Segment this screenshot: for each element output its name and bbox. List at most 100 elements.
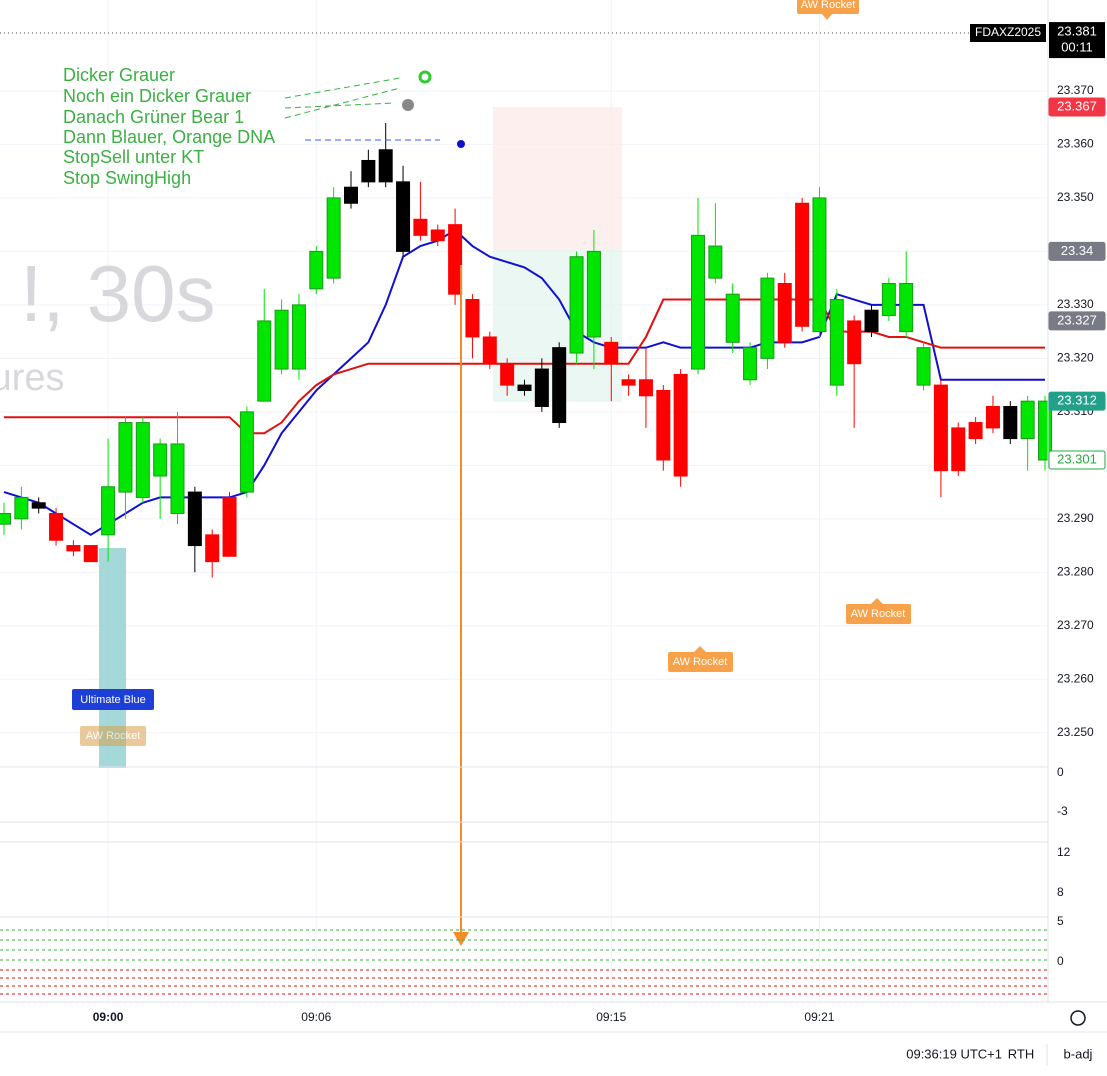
candle-body [933,384,948,472]
annotation: Noch ein Dicker Grauer [63,86,251,106]
candle-body [621,379,636,386]
candle-body [500,363,515,386]
candle-body [968,422,983,440]
y-tick-label: 23.250 [1057,725,1094,739]
clock: 09:36:19 UTC+1 [906,1046,1002,1061]
candle-body [205,534,220,563]
plot [0,123,1052,578]
level-lines [0,929,1048,961]
candle-body [326,197,341,279]
pane-tick-label: 0 [1057,954,1064,968]
y-tick-label: 23.270 [1057,618,1094,632]
candle-body [881,282,896,317]
settings-button[interactable] [1070,1010,1086,1026]
marker: AW Rocket [80,726,146,746]
price-label-box [1048,241,1106,261]
candle-body [274,309,289,370]
candle-body [638,379,653,397]
arrow-head [453,932,469,946]
candle-body [257,320,272,402]
candle-body [656,389,671,461]
candle-body [604,341,619,365]
adjustment-button[interactable]: b-adj [1064,1046,1093,1061]
marker-label: AW Rocket [801,0,856,11]
x-tick-label: 09:15 [596,1010,626,1024]
candle-body [291,304,306,370]
price-label-box [1048,391,1106,411]
candle-body [569,256,584,354]
candle-body [1003,405,1018,440]
pane-tick-label: 0 [1057,765,1064,779]
candle-body [31,502,46,509]
marker-label: AW Rocket [86,730,141,742]
candle-body [239,411,254,493]
candle-body [361,159,376,183]
level-lines [0,969,1048,995]
symbol-box [970,24,1046,42]
signal [402,99,414,111]
candle-body [465,299,480,338]
candle-body [448,224,463,295]
candle-body [430,229,445,242]
marker-label: AW Rocket [673,656,728,668]
candle-body [673,373,688,477]
price-label-box [1048,97,1106,117]
watermark: !, 30s [20,249,216,338]
pane-tick-label: 12 [1057,845,1071,859]
marker: AW Rocket [797,0,859,20]
candle-body [951,427,966,472]
session-button[interactable]: RTH [1008,1046,1034,1061]
y-tick-label: 23.360 [1057,137,1094,151]
candle-body [777,282,792,343]
candle-body [396,181,411,252]
annotation: Dicker Grauer [63,65,175,85]
candle-body [83,545,98,563]
candle-body [482,336,497,365]
y-tick-label: 23.370 [1057,83,1094,97]
candle-body [1020,400,1035,440]
candle-body [534,368,549,407]
price-label: 23.327 [1057,312,1097,327]
candle-body [413,218,428,236]
marker: Ultimate Blue [72,689,154,710]
signal [418,70,432,84]
candle-body [916,347,931,386]
marker: AW Rocket [668,646,733,672]
price-label-box [1048,450,1106,470]
last-price: 23.381 [1057,24,1097,39]
candle-body [899,282,914,333]
marker-label: Ultimate Blue [80,694,145,706]
candle-body [187,491,202,547]
watermark: tures [0,357,64,399]
pane-tick-label: -3 [1057,804,1068,818]
price-label-box [1048,311,1106,331]
candle-body [517,384,532,391]
candle-body [760,277,775,359]
last-price-box [1049,22,1105,59]
symbol: FDAXZ2025 [975,25,1041,39]
candle-body [378,149,393,183]
y-tick-label: 23.320 [1057,351,1094,365]
marker: AW Rocket [846,598,911,624]
x-tick-label: 09:00 [93,1010,124,1024]
candle-body [864,309,879,333]
candle-body [66,545,81,552]
candle-body [344,186,358,204]
price-axis: 23.25023.26023.27023.28023.29023.30023.3… [1048,22,1106,739]
candle-body [170,443,185,514]
y-tick-label: 23.330 [1057,297,1094,311]
price-label: 23.301 [1057,451,1097,466]
y-tick-label: 23.260 [1057,671,1094,685]
price-label: 23.367 [1057,98,1097,113]
candle-body [725,293,740,343]
candle-body [49,512,64,541]
candle-body [708,245,723,279]
x-tick-label: 09:21 [804,1010,834,1024]
candle-body [14,496,29,520]
candle-body [0,512,11,525]
signal [457,140,465,148]
pane-tick-label: 5 [1057,914,1064,928]
zone-sell [493,107,622,250]
candle-body [847,320,862,365]
